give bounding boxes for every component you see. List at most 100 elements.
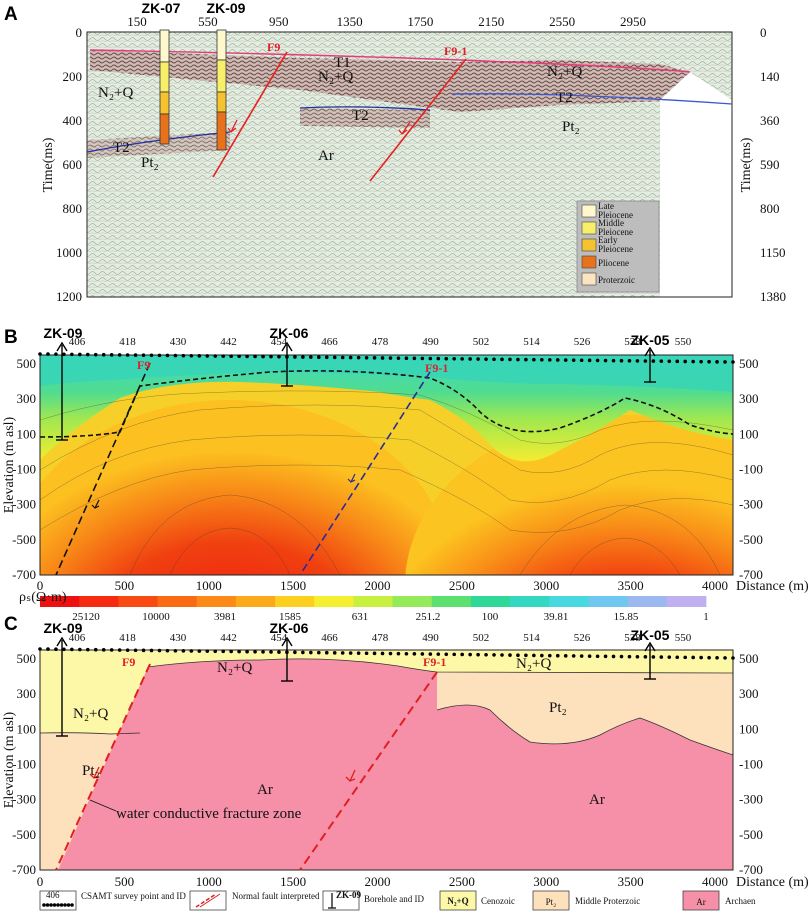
csamt-point xyxy=(715,655,719,660)
csamt-point xyxy=(221,354,226,358)
y-tick-label: 0 xyxy=(760,25,767,40)
csamt-point xyxy=(635,654,640,659)
csamt-point xyxy=(173,353,178,358)
csamt-point xyxy=(133,648,138,653)
csamt-point xyxy=(45,903,50,907)
y-tick-label: -500 xyxy=(12,827,36,842)
x-tick-label: 2500 xyxy=(449,874,475,889)
csamt-point xyxy=(595,654,600,659)
x-tick-label: 0 xyxy=(37,578,44,593)
csamt-point xyxy=(667,655,672,659)
borehole-zk-06 xyxy=(281,341,293,387)
csamt-point xyxy=(571,358,576,362)
colorbar-tick-label: 15.85 xyxy=(614,611,639,623)
csamt-point xyxy=(555,358,560,362)
csamt-point xyxy=(237,649,241,654)
csamt-point xyxy=(173,648,178,653)
y-tick-label: 300 xyxy=(17,391,37,406)
csamt-point xyxy=(715,360,719,364)
csamt-point xyxy=(70,647,74,652)
csamt-point xyxy=(93,352,98,357)
panel-b-boundary xyxy=(39,370,734,438)
y-tick-label: -500 xyxy=(739,827,763,842)
bottom-legend: 406 CSAMT survey point and ID Normal fau… xyxy=(39,890,756,911)
csamt-point xyxy=(157,353,162,358)
panel-c-csamt-points xyxy=(38,647,735,660)
csamt-point xyxy=(70,903,74,907)
label-ar: Ar xyxy=(257,782,273,798)
panel-b-fault-f9 xyxy=(55,362,151,576)
colorbar-tick-label: 3981 xyxy=(214,611,236,623)
svg-text:Borehole and ID: Borehole and ID xyxy=(364,894,424,904)
borehole-zk-05 xyxy=(644,641,656,680)
panel-a-y-ticks-right: 0 140 360 590 800 1150 1380 xyxy=(760,25,786,304)
csamt-point xyxy=(364,355,369,360)
csamt-point xyxy=(197,354,202,358)
csamt-point xyxy=(49,903,53,907)
csamt-point xyxy=(723,656,727,660)
station-id: 442 xyxy=(220,632,237,644)
csamt-point xyxy=(213,649,218,654)
panel-b-x-ticks: 0 500 1000 1500 2000 2500 3000 3500 4000 xyxy=(37,578,728,593)
csamt-point xyxy=(484,652,488,657)
csamt-point xyxy=(54,352,58,356)
csamt-point xyxy=(221,649,226,654)
y-tick-label: -300 xyxy=(12,792,36,807)
csamt-point xyxy=(731,360,735,364)
csamt-point xyxy=(277,650,281,654)
csamt-point xyxy=(133,353,138,357)
csamt-point xyxy=(452,356,457,361)
csamt-point xyxy=(261,650,265,654)
borehole-label: ZK-07 xyxy=(142,0,181,16)
panel-a-x-ticks: 150 550 950 1350 1750 2150 2550 2950 xyxy=(127,14,646,29)
borehole-zk-09 xyxy=(216,29,227,151)
csamt-point xyxy=(579,654,584,658)
csamt-point xyxy=(197,649,202,653)
panel-b-y-ticks-right: 500 300 100 -100 -300 -500 -700 xyxy=(739,356,763,582)
colorbar-cell xyxy=(588,596,629,607)
csamt-point xyxy=(42,903,46,907)
csamt-point xyxy=(269,354,273,359)
csamt-point xyxy=(619,654,624,659)
csamt-point xyxy=(340,355,345,360)
y-tick-label: 1200 xyxy=(56,289,82,304)
csamt-point xyxy=(125,648,130,652)
csamt-point xyxy=(547,653,552,658)
svg-text:ZK-09: ZK-09 xyxy=(336,890,362,900)
station-id: 442 xyxy=(220,336,237,348)
label-pt2: Pt₂ xyxy=(549,700,567,716)
x-tick-label: 0 xyxy=(37,874,44,889)
x-tick-label: 2000 xyxy=(365,874,391,889)
colorbar-cell xyxy=(549,596,589,607)
csamt-point xyxy=(444,652,449,657)
station-id: 490 xyxy=(422,336,439,348)
label-pt2: Pt₂ xyxy=(141,155,159,171)
seismic-section xyxy=(87,32,732,297)
legend-swatch xyxy=(581,272,597,286)
csamt-point xyxy=(595,358,600,363)
colorbar-cell xyxy=(627,596,668,607)
csamt-point xyxy=(332,651,337,655)
colorbar-cell xyxy=(157,596,198,607)
svg-text:Pt₂: Pt₂ xyxy=(546,897,557,907)
csamt-point xyxy=(476,357,480,361)
csamt-point xyxy=(436,652,441,656)
station-id: 454 xyxy=(271,336,288,348)
svg-text:Ar: Ar xyxy=(696,897,706,907)
csamt-point xyxy=(165,648,170,653)
label-t2: T2 xyxy=(352,108,369,124)
label-n2q: N₂+Q xyxy=(73,706,109,722)
csamt-point xyxy=(563,358,568,362)
panel-b-xlabel: Distance (m) xyxy=(736,579,809,594)
station-id: 502 xyxy=(473,336,490,348)
station-id: 490 xyxy=(422,632,439,644)
x-tick-label: 2150 xyxy=(478,14,504,29)
station-id: 550 xyxy=(675,632,692,644)
colorbar-cell xyxy=(196,596,237,607)
x-tick-label: 4000 xyxy=(702,874,728,889)
borehole-label: ZK-09 xyxy=(44,325,83,341)
csamt-point xyxy=(452,652,457,657)
csamt-point xyxy=(731,656,735,660)
csamt-point xyxy=(324,650,329,655)
